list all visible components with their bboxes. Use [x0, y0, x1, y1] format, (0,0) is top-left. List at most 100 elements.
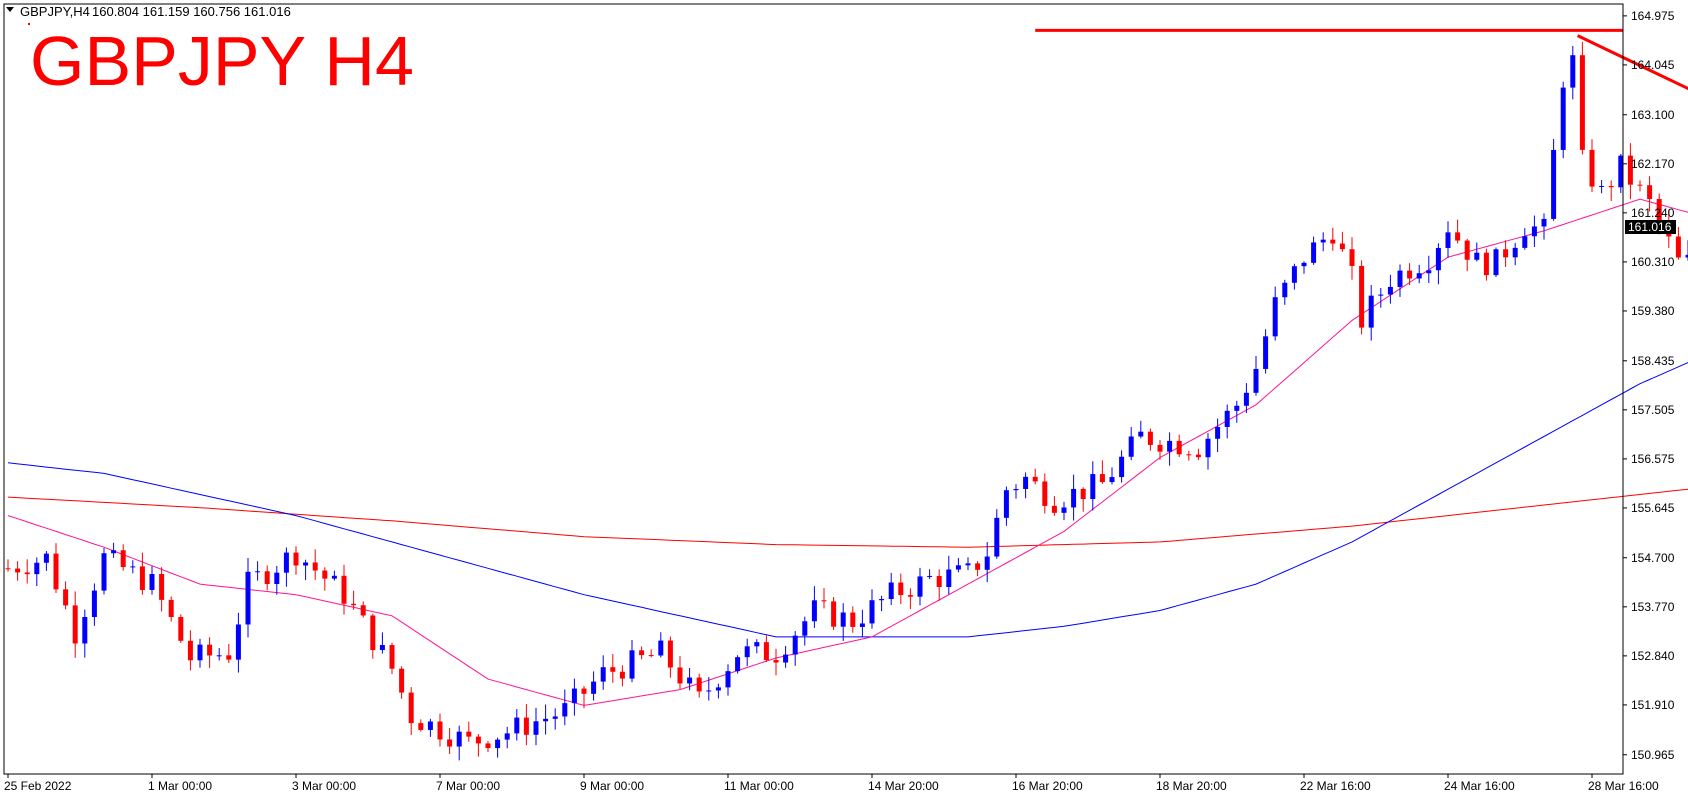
x-tick-label: 1 Mar 00:00: [148, 779, 212, 793]
candle-body: [1685, 254, 1688, 258]
candle-body: [1416, 273, 1422, 279]
menu-triangle-icon[interactable]: [6, 7, 14, 12]
candle-body: [1599, 186, 1605, 188]
candle-body: [1147, 431, 1153, 445]
candle-body: [389, 645, 395, 669]
y-tick-label: 150.965: [1631, 748, 1675, 762]
candle-body: [226, 655, 232, 660]
candle-body: [869, 600, 875, 624]
candle-body: [1243, 392, 1249, 406]
candle-body: [1589, 149, 1595, 187]
y-tick-label: 159.380: [1631, 304, 1675, 318]
annotations: [1035, 28, 1688, 91]
candle-body: [984, 556, 990, 570]
candle-body: [994, 517, 1000, 557]
candle-body: [235, 624, 241, 660]
candle-body: [34, 562, 40, 575]
candle-body: [216, 655, 222, 657]
candle-body: [888, 582, 894, 600]
candle-body: [1099, 474, 1105, 483]
candle-body: [1119, 456, 1125, 478]
candle-body: [1311, 242, 1317, 263]
candle-body: [456, 731, 462, 747]
candle-body: [1656, 199, 1662, 223]
y-tick-label: 160.310: [1631, 255, 1675, 269]
candle-body: [696, 677, 702, 692]
candle-body: [1205, 438, 1211, 458]
plot-frame: [3, 3, 1624, 775]
candle-body: [610, 667, 616, 672]
candle-body: [811, 600, 817, 622]
candle-body: [159, 574, 165, 600]
candle-body: [72, 605, 78, 644]
candles: [5, 41, 1688, 761]
current-price-tag: [1625, 220, 1676, 234]
candle-body: [379, 645, 385, 651]
candle-body: [63, 589, 69, 606]
ma-fast-line: [7, 198, 1688, 706]
candle-body: [322, 570, 328, 579]
candle-body: [1330, 239, 1336, 244]
candle-body: [197, 644, 203, 661]
x-tick-label: 25 Feb 2022: [4, 779, 72, 793]
candle-body: [1541, 218, 1547, 227]
y-tick-label: 152.840: [1631, 649, 1675, 663]
candle-body: [1407, 270, 1413, 279]
candle-body: [91, 590, 97, 617]
candle-body: [850, 612, 856, 627]
y-axis: 164.975 164.045 163.100 162.170 161.240 160.3…: [1623, 9, 1675, 762]
candle-body: [735, 657, 741, 672]
candle-body: [178, 617, 184, 641]
candle-body: [591, 681, 597, 694]
candle-body: [101, 553, 107, 591]
candle-body: [840, 612, 846, 627]
symbol-label: GBPJPY,H4: [20, 4, 90, 19]
candle-body: [1522, 236, 1528, 248]
candle-body: [504, 733, 510, 740]
candle-body: [543, 718, 549, 722]
candle-body: [658, 640, 664, 656]
candle-body: [1455, 232, 1461, 241]
candle-body: [1272, 297, 1278, 337]
candle-body: [965, 563, 971, 566]
candle-body: [82, 616, 88, 644]
x-tick-label: 18 Mar 20:00: [1156, 779, 1227, 793]
candle-body: [1675, 236, 1681, 258]
y-tick-label: 161.240: [1631, 206, 1675, 220]
x-axis: 25 Feb 2022 1 Mar 00:00 3 Mar 00:00 7 Mar 0…: [4, 774, 1659, 793]
candle-body: [706, 690, 712, 692]
candle-body: [466, 731, 472, 737]
candle-body: [360, 605, 366, 616]
x-tick-label: 9 Mar 00:00: [580, 779, 644, 793]
trend-arrow-line: [1576, 34, 1688, 91]
candle-body: [207, 644, 213, 656]
candle-body: [1291, 266, 1297, 283]
y-tick-label: 163.100: [1631, 108, 1675, 122]
candle-body: [744, 646, 750, 658]
candle-body: [1061, 507, 1067, 513]
candle-body: [1608, 186, 1614, 188]
x-tick-label: 7 Mar 00:00: [436, 779, 500, 793]
candle-body: [1224, 410, 1230, 427]
candle-body: [168, 599, 174, 618]
candle-body: [763, 642, 769, 660]
candle-body: [552, 716, 558, 719]
marker-dot-icon: [28, 23, 30, 25]
candle-body: [1426, 270, 1432, 274]
candle-body: [917, 576, 923, 597]
y-tick-label: 157.505: [1631, 403, 1675, 417]
candle-body: [351, 603, 357, 606]
candle-body: [418, 723, 424, 730]
y-tick-label: 164.975: [1631, 9, 1675, 23]
x-tick-label: 22 Mar 16:00: [1300, 779, 1371, 793]
candle-body: [1051, 505, 1057, 513]
y-tick-label: 154.700: [1631, 551, 1675, 565]
candle-body: [879, 599, 885, 601]
candle-body: [1301, 262, 1307, 267]
candle-body: [1234, 405, 1240, 411]
candle-body: [24, 572, 30, 575]
candle-body: [514, 717, 520, 734]
candle-body: [1551, 149, 1557, 219]
candle-body: [1128, 436, 1134, 457]
